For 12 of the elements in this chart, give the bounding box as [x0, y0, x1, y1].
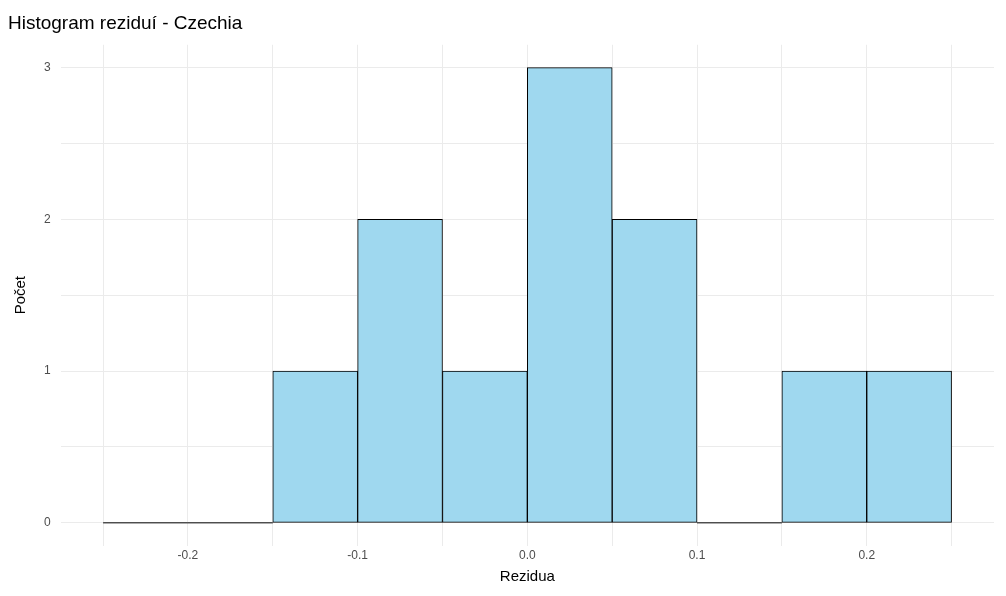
x-tick-label: -0.1 — [347, 548, 369, 563]
y-axis-title: Počet — [11, 275, 29, 315]
x-axis-title: Rezidua — [499, 567, 556, 585]
y-tick-label: 2 — [43, 211, 51, 226]
chart-title: Histogram reziduí - Czechia — [8, 11, 243, 33]
x-tick-label: 0.0 — [518, 548, 536, 563]
x-tick-label: -0.2 — [177, 548, 199, 563]
x-tick-label: 0.1 — [688, 548, 706, 563]
y-tick-label: 3 — [43, 59, 51, 74]
x-tick-label: 0.2 — [858, 548, 876, 563]
y-tick-label: 0 — [43, 515, 51, 530]
y-tick-label: 1 — [43, 363, 51, 378]
